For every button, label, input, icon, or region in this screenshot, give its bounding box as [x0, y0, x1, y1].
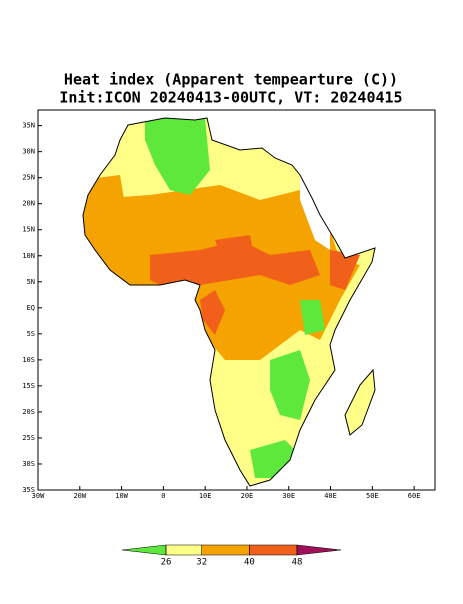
x-tick-label: 10W: [115, 492, 128, 500]
x-tick-label: 40E: [324, 492, 337, 500]
y-tick-label: 10S: [22, 356, 35, 364]
y-tick-label: 10N: [22, 252, 35, 260]
colorbar-label: 32: [196, 558, 207, 568]
colorbar-label: 40: [244, 558, 255, 568]
colorbar-label: 26: [161, 558, 172, 568]
y-tick-label: 15S: [22, 382, 35, 390]
madagascar: [344, 368, 376, 436]
x-tick-label: 20W: [73, 492, 86, 500]
colorbar-high: [296, 544, 342, 556]
y-tick-label: 35N: [22, 122, 35, 130]
y-tick-label: 25S: [22, 434, 35, 442]
colorbar-box: [201, 544, 250, 556]
y-tick-label: 5S: [27, 330, 35, 338]
y-tick-label: 30N: [22, 148, 35, 156]
colorbar-box: [249, 544, 298, 556]
x-tick-label: 30E: [282, 492, 295, 500]
x-tick-label: 10E: [199, 492, 212, 500]
y-tick-label: 35S: [22, 486, 35, 494]
x-tick-label: 60E: [408, 492, 421, 500]
y-tick-label: 5N: [27, 278, 35, 286]
colorbar-label: 48: [292, 558, 303, 568]
map-subtitle: Init:ICON 20240413-00UTC, VT: 20240415: [59, 89, 402, 107]
y-tick-label: 15N: [22, 226, 35, 234]
colorbar-low: [121, 544, 167, 556]
colorbar-box: [165, 544, 202, 556]
x-tick-label: 0: [161, 492, 165, 500]
x-tick-label: 20E: [241, 492, 254, 500]
y-tick-label: EQ: [27, 304, 35, 312]
x-tick-label: 30W: [32, 492, 45, 500]
y-tick-label: 20S: [22, 408, 35, 416]
map-title: Heat index (Apparent tempearture (C)): [64, 71, 398, 89]
y-tick-label: 30S: [22, 460, 35, 468]
y-tick-label: 25N: [22, 174, 35, 182]
x-tick-label: 50E: [366, 492, 379, 500]
coastline: [82, 117, 376, 487]
y-tick-label: 20N: [22, 200, 35, 208]
